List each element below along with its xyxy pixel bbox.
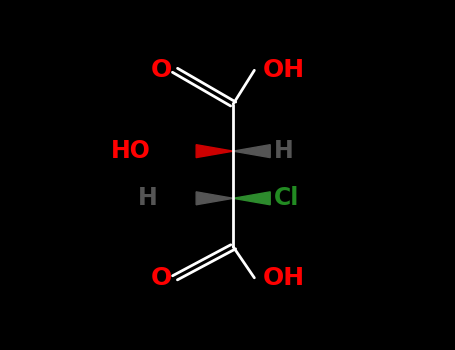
Polygon shape: [196, 192, 233, 205]
Text: O: O: [150, 58, 172, 82]
Text: O: O: [150, 266, 172, 290]
Text: H: H: [137, 186, 157, 210]
Text: HO: HO: [111, 139, 150, 163]
Text: Cl: Cl: [274, 186, 299, 210]
Text: H: H: [274, 139, 293, 163]
Polygon shape: [233, 145, 270, 158]
Polygon shape: [196, 145, 233, 158]
Polygon shape: [233, 192, 270, 205]
Text: OH: OH: [263, 266, 305, 290]
Text: OH: OH: [263, 58, 305, 82]
